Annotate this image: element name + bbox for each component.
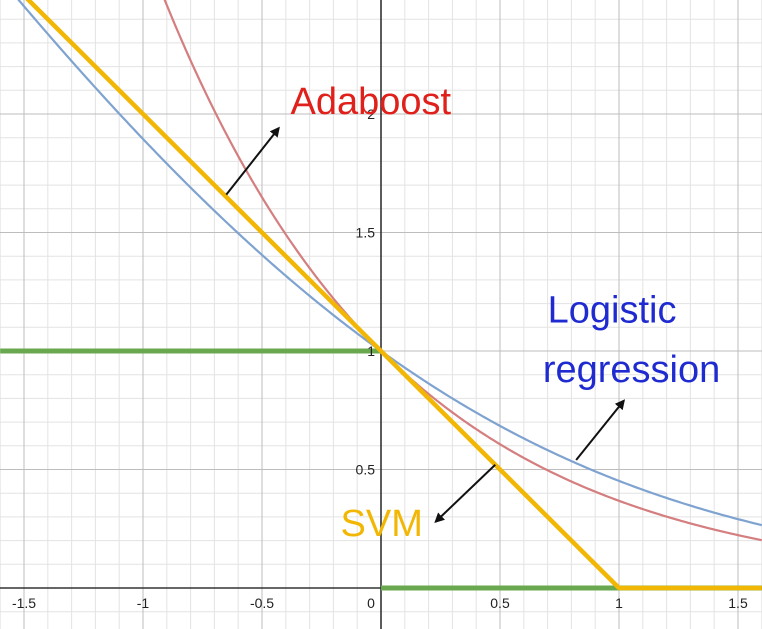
series-svm-loss [25,0,762,591]
annotation-arrow-adaboost [225,126,280,196]
x-tick-label: 0 [367,595,375,611]
x-tick-label: 0.5 [490,595,510,611]
x-tick-label: -1 [137,595,150,611]
y-tick-label: 2 [367,106,375,122]
annotation-label-svm: SVM [341,503,423,545]
tick-labels: -1.5 -1 -0.5 0 0.5 1 1.5 0.5 1 1.5 2 [12,106,748,611]
x-tick-label: -1.5 [12,595,36,611]
series-lines [0,0,762,591]
annotation-label-logistic1: Logistic [548,290,677,332]
annotation-label-logistic2: regression [543,349,720,391]
annotations: Adaboost Logistic regression SVM [225,81,720,545]
y-tick-label: 0.5 [356,462,376,478]
x-tick-label: 1 [615,595,623,611]
annotation-label-adaboost: Adaboost [291,81,452,123]
y-tick-label: 1.5 [356,225,376,241]
annotation-arrow-logistic_arrow [575,399,626,461]
y-tick-label: 1 [367,343,375,359]
annotation-arrow-svm [434,464,496,524]
x-tick-label: -0.5 [250,595,274,611]
x-tick-label: 1.5 [728,595,748,611]
